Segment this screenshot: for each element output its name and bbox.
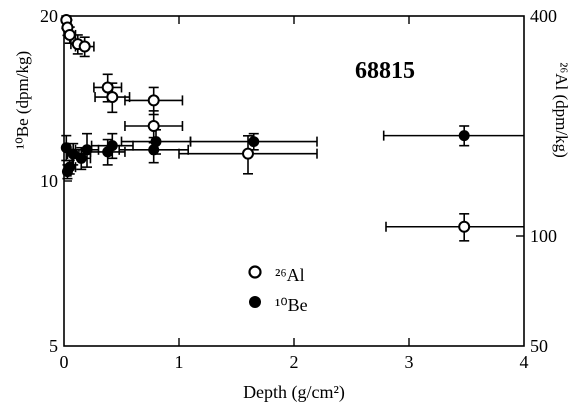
al26-point — [63, 28, 76, 41]
y-left-tick-label: 20 — [40, 6, 58, 26]
al26-point — [242, 147, 254, 160]
be10-point — [248, 136, 260, 148]
y-left-tick-label: 5 — [49, 336, 58, 356]
legend-marker-be10 — [249, 296, 261, 308]
be10-point — [150, 136, 162, 148]
axis-ticks: 0 1 2 3 4 5 10 20 50 100 400 — [40, 6, 557, 372]
x-tick-label: 2 — [290, 352, 299, 372]
y-axis-right-label: ²⁶Al (dpm/kg) — [552, 62, 571, 158]
al26-point — [101, 81, 114, 94]
legend: ²⁶Al ¹⁰Be — [248, 265, 308, 315]
legend-marker-al26 — [248, 265, 262, 279]
be10-point — [458, 130, 470, 142]
be10-point — [75, 152, 87, 164]
y-left-tick-label: 10 — [40, 171, 58, 191]
data-points — [60, 14, 471, 233]
al26-point — [147, 120, 160, 132]
be10-point — [81, 144, 93, 156]
error-bars — [61, 15, 524, 242]
al26-point — [458, 220, 471, 233]
x-tick-label: 4 — [520, 352, 529, 372]
x-tick-label: 3 — [405, 352, 414, 372]
chart-title: 68815 — [355, 58, 415, 84]
be10-point — [106, 140, 118, 152]
x-axis-label: Depth (g/cm²) — [243, 382, 345, 403]
legend-label-al26: ²⁶Al — [275, 265, 305, 285]
x-tick-label: 0 — [60, 352, 69, 372]
y-right-tick-label: 100 — [530, 226, 557, 246]
y-right-tick-label: 50 — [530, 336, 548, 356]
al26-point — [106, 91, 119, 104]
y-right-tick-label: 400 — [530, 6, 557, 26]
al26-point — [147, 94, 160, 107]
y-axis-left-label: ¹⁰Be (dpm/kg) — [13, 51, 32, 149]
be10-point — [67, 148, 79, 160]
al26-point — [78, 40, 91, 53]
x-tick-label: 1 — [175, 352, 184, 372]
be10-point — [64, 161, 76, 173]
legend-label-be10: ¹⁰Be — [275, 295, 308, 315]
